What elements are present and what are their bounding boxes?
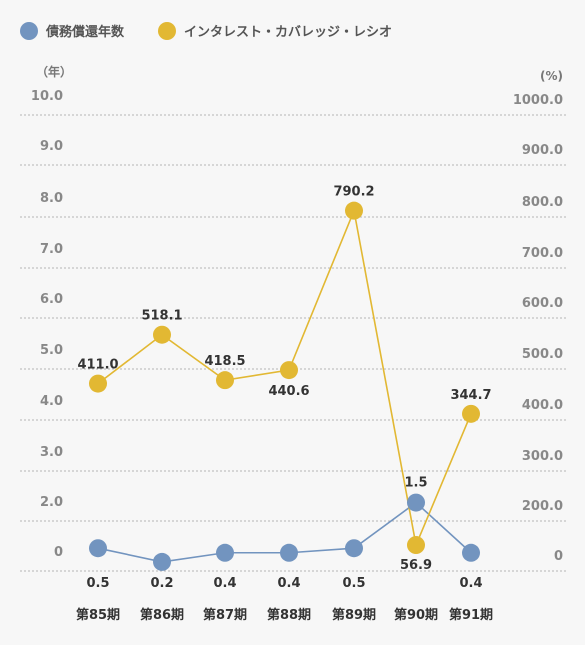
left-axis-tick-label: 4.0 (40, 394, 63, 409)
data-label-debt-repayment-years: 0.2 (150, 576, 173, 591)
data-point-debt-repayment-years (280, 543, 298, 562)
x-axis-category-label: 第91期 (449, 607, 493, 623)
right-axis-tick-label: 800.0 (522, 195, 563, 210)
x-axis-category-label: 第90期 (394, 607, 438, 623)
data-point-interest-coverage-ratio (280, 361, 298, 380)
left-axis-tick-label: 0 (54, 545, 63, 560)
left-axis-tick-label: 5.0 (40, 343, 63, 358)
left-axis-tick-label: 6.0 (40, 292, 63, 307)
data-label-debt-repayment-years: 0.4 (459, 576, 482, 591)
data-point-debt-repayment-years (216, 543, 234, 562)
data-point-debt-repayment-years (407, 493, 425, 512)
left-axis-tick-label: 2.0 (40, 495, 63, 510)
right-axis-tick-label: 600.0 (522, 296, 563, 311)
legend-marker-debt-repayment-years (20, 22, 38, 40)
data-label-interest-coverage-ratio: 518.1 (141, 309, 182, 324)
right-axis-unit: (%) (540, 69, 563, 83)
data-label-debt-repayment-years: 0.4 (213, 576, 236, 591)
right-axis-tick-label: 300.0 (522, 449, 563, 464)
data-point-debt-repayment-years (345, 539, 363, 558)
x-axis-category-label: 第89期 (332, 607, 376, 623)
right-axis-tick-label: 400.0 (522, 398, 563, 413)
x-axis-category-label: 第87期 (203, 607, 247, 623)
x-axis-category-label: 第85期 (76, 607, 120, 623)
data-label-interest-coverage-ratio: 790.2 (333, 185, 374, 200)
left-axis-tick-label: 7.0 (40, 242, 63, 257)
x-axis-category-label: 第88期 (267, 607, 311, 623)
left-axis-tick-label: 10.0 (31, 89, 63, 104)
data-label-interest-coverage-ratio: 56.9 (400, 558, 432, 573)
data-label-debt-repayment-years: 0.5 (86, 576, 109, 591)
data-label-interest-coverage-ratio: 418.5 (204, 354, 245, 369)
data-point-interest-coverage-ratio (216, 371, 234, 390)
legend-label-interest-coverage-ratio: インタレスト・カバレッジ・レシオ (184, 25, 392, 40)
data-label-interest-coverage-ratio: 411.0 (77, 358, 118, 373)
right-axis-tick-label: 1000.0 (513, 93, 563, 108)
data-point-interest-coverage-ratio (345, 201, 363, 220)
right-axis-tick-label: 900.0 (522, 143, 563, 158)
legend-label-debt-repayment-years: 債務償還年数 (45, 24, 125, 40)
data-point-interest-coverage-ratio (89, 374, 107, 393)
data-point-debt-repayment-years (462, 543, 480, 562)
data-point-interest-coverage-ratio (462, 404, 480, 423)
left-axis-tick-label: 9.0 (40, 139, 63, 154)
legend-marker-interest-coverage-ratio (158, 22, 176, 40)
left-axis-unit: （年） (36, 64, 72, 79)
right-axis-tick-label: 500.0 (522, 347, 563, 362)
left-axis-tick-label: 8.0 (40, 191, 63, 206)
data-point-interest-coverage-ratio (407, 536, 425, 555)
data-point-debt-repayment-years (89, 539, 107, 558)
data-label-interest-coverage-ratio: 440.6 (268, 384, 309, 399)
right-axis-tick-label: 200.0 (522, 499, 563, 514)
data-point-debt-repayment-years (153, 552, 171, 571)
data-label-debt-repayment-years: 0.5 (342, 576, 365, 591)
x-axis-category-label: 第86期 (140, 607, 184, 623)
data-label-debt-repayment-years: 0.4 (277, 576, 300, 591)
left-axis-tick-label: 3.0 (40, 445, 63, 460)
right-axis-tick-label: 700.0 (522, 246, 563, 261)
data-point-interest-coverage-ratio (153, 325, 171, 344)
data-label-interest-coverage-ratio: 344.7 (450, 388, 491, 403)
data-label-debt-repayment-years: 1.5 (404, 476, 427, 491)
right-axis-tick-label: 0 (554, 549, 563, 564)
